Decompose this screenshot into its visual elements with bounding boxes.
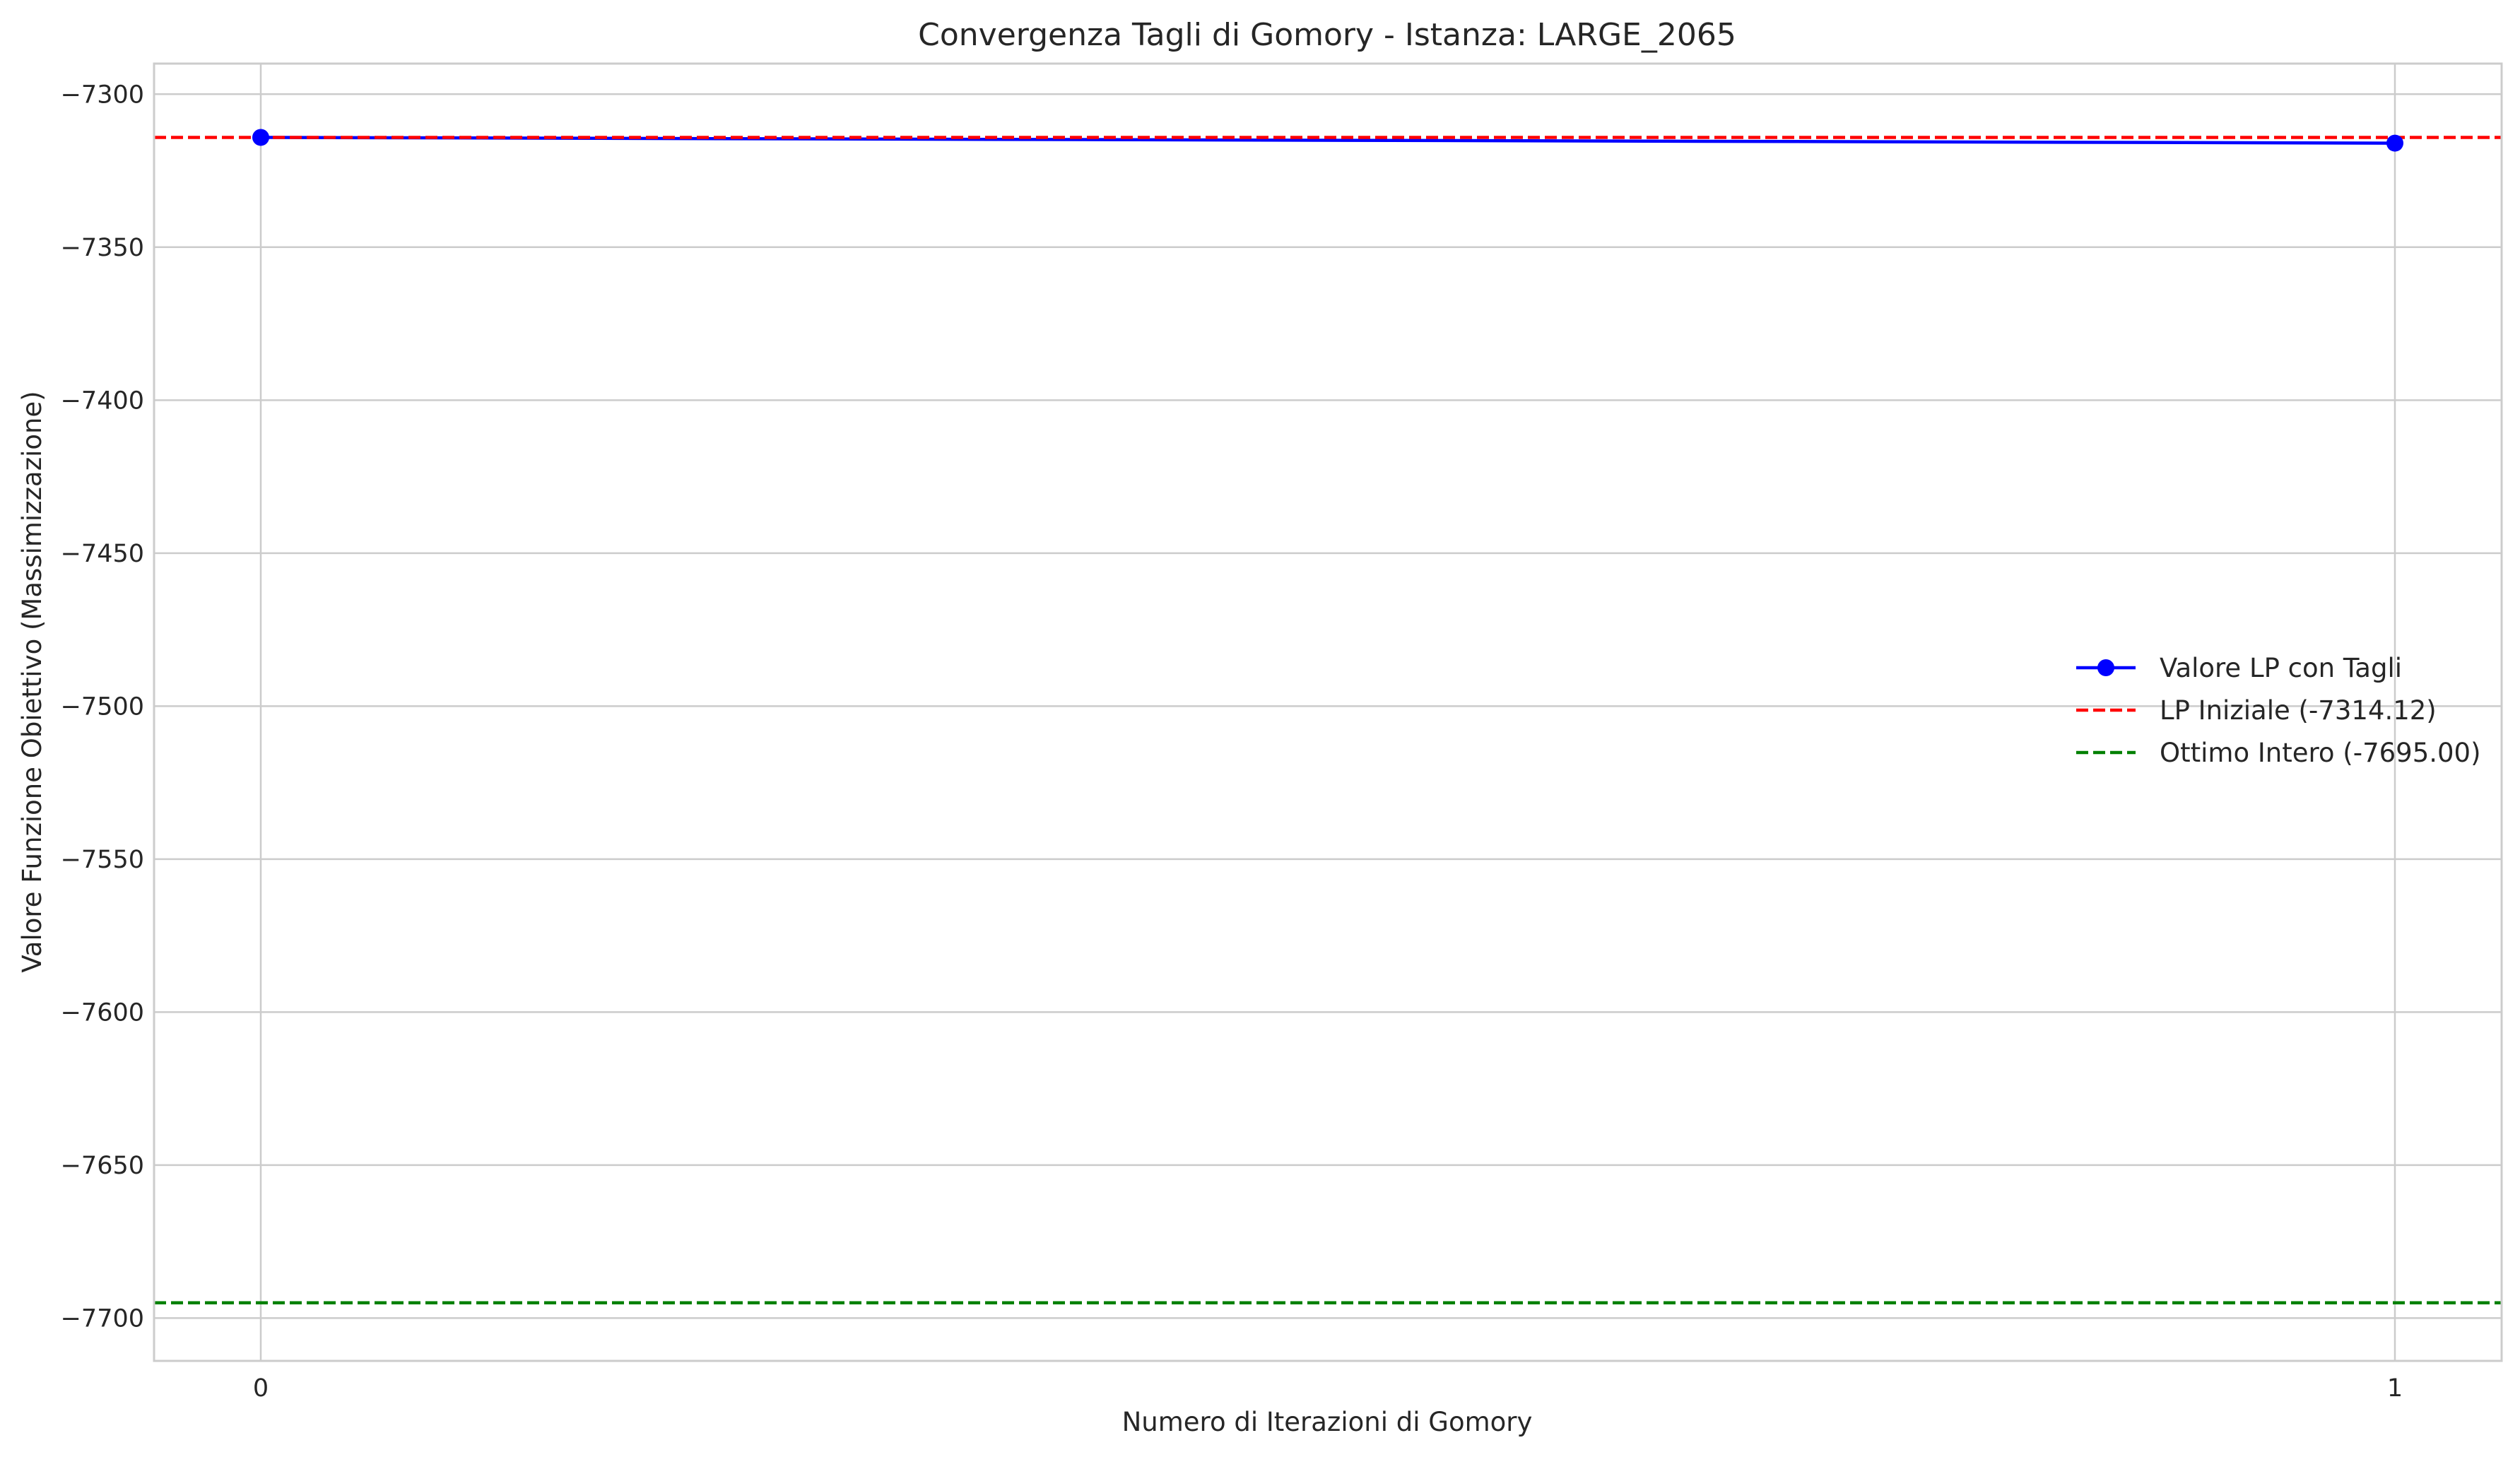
chart-title: Convergenza Tagli di Gomory - Istanza: L… [918,17,1736,53]
y-tick-label: −7350 [61,234,144,262]
y-tick-label: −7300 [61,81,144,109]
y-tick-label: −7450 [61,540,144,568]
x-axis-label: Numero di Iterazioni di Gomory [1122,1407,1533,1437]
y-tick-label: −7700 [61,1304,144,1333]
y-tick-label: −7400 [61,387,144,415]
data-point [252,129,269,146]
y-tick-label: −7550 [61,846,144,874]
y-axis-label: Valore Funzione Obiettivo (Massimizzazio… [17,391,47,972]
x-tick-label: 0 [253,1374,269,1403]
legend: Valore LP con Tagli LP Iniziale (-7314.12… [2076,653,2481,768]
data-point [2386,134,2403,152]
y-tick-label: −7600 [61,998,144,1027]
legend-label: LP Iniziale (-7314.12) [2160,695,2437,726]
y-tick-label: −7650 [61,1152,144,1180]
x-tick-label: 1 [2387,1374,2403,1403]
legend-label: Valore LP con Tagli [2160,653,2402,683]
grid [154,64,2502,1361]
plot-frame [153,62,2503,1362]
plot-area [154,129,2502,1304]
legend-marker [2097,659,2114,676]
legend-label: Ottimo Intero (-7695.00) [2160,738,2481,768]
y-axis-ticks: −7300 −7350 −7400 −7450 −7500 −7550 −7600 −7650… [61,81,144,1333]
y-tick-label: −7500 [61,692,144,721]
